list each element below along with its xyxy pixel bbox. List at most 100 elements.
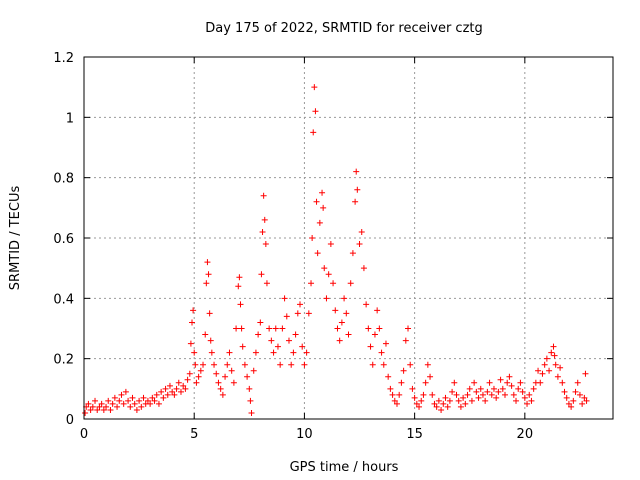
data-point bbox=[320, 204, 327, 211]
data-point bbox=[184, 376, 191, 383]
data-point bbox=[501, 391, 508, 398]
data-point bbox=[262, 241, 269, 248]
data-point bbox=[495, 388, 502, 395]
data-point bbox=[471, 379, 478, 386]
data-point bbox=[548, 349, 555, 356]
data-point bbox=[151, 397, 158, 404]
data-point bbox=[444, 403, 451, 410]
data-point bbox=[120, 400, 127, 407]
data-point bbox=[376, 325, 383, 332]
data-point bbox=[490, 385, 497, 392]
data-point bbox=[420, 391, 427, 398]
data-point bbox=[572, 388, 579, 395]
y-tick-label: 1 bbox=[66, 111, 74, 126]
data-point bbox=[125, 397, 132, 404]
data-point bbox=[192, 361, 199, 368]
data-point bbox=[127, 403, 134, 410]
data-point bbox=[122, 388, 129, 395]
data-point bbox=[82, 409, 89, 416]
data-point bbox=[208, 349, 215, 356]
data-point bbox=[570, 397, 577, 404]
data-point bbox=[565, 400, 572, 407]
data-point bbox=[133, 406, 140, 413]
data-point bbox=[260, 192, 267, 199]
data-point bbox=[416, 403, 423, 410]
data-point bbox=[387, 385, 394, 392]
data-point bbox=[504, 379, 511, 386]
data-point bbox=[517, 379, 524, 386]
data-point bbox=[380, 361, 387, 368]
data-point bbox=[215, 379, 222, 386]
data-point bbox=[435, 397, 442, 404]
data-point bbox=[321, 265, 328, 272]
data-point bbox=[347, 280, 354, 287]
data-point bbox=[526, 391, 533, 398]
data-point bbox=[508, 382, 515, 389]
data-point bbox=[563, 394, 570, 401]
data-point bbox=[309, 235, 316, 241]
data-point bbox=[374, 307, 381, 314]
data-point bbox=[429, 391, 436, 398]
data-point bbox=[449, 388, 456, 395]
data-point bbox=[190, 307, 197, 314]
data-point bbox=[171, 391, 178, 398]
data-point bbox=[166, 382, 173, 389]
data-point bbox=[285, 337, 292, 344]
data-point bbox=[180, 382, 187, 389]
data-point bbox=[98, 400, 105, 407]
data-point bbox=[173, 385, 180, 392]
data-point bbox=[398, 379, 405, 386]
data-point bbox=[255, 331, 262, 338]
data-point bbox=[236, 274, 243, 281]
data-point bbox=[521, 394, 528, 401]
data-point bbox=[554, 373, 561, 380]
data-point bbox=[103, 403, 110, 410]
data-point bbox=[257, 319, 264, 326]
data-point bbox=[111, 394, 118, 401]
data-point bbox=[140, 394, 147, 401]
data-point bbox=[310, 129, 317, 136]
data-point bbox=[482, 397, 489, 404]
data-point bbox=[552, 361, 559, 368]
data-point bbox=[211, 361, 218, 368]
data-point bbox=[129, 394, 136, 401]
data-point bbox=[371, 331, 378, 338]
data-point bbox=[259, 228, 266, 235]
data-point bbox=[266, 325, 273, 332]
data-point bbox=[332, 307, 339, 314]
data-point bbox=[568, 403, 575, 410]
data-point bbox=[202, 331, 209, 338]
data-point bbox=[248, 409, 255, 416]
data-point bbox=[360, 265, 367, 272]
data-point bbox=[144, 397, 151, 404]
data-point bbox=[138, 403, 145, 410]
data-point bbox=[382, 340, 389, 347]
data-point bbox=[308, 280, 315, 287]
data-point bbox=[114, 403, 121, 410]
data-point bbox=[427, 373, 434, 380]
data-point bbox=[263, 280, 270, 287]
data-point bbox=[92, 397, 99, 404]
plot-frame bbox=[83, 56, 614, 420]
y-axis-label: SRMTID / TECUs bbox=[8, 186, 23, 291]
data-point bbox=[303, 349, 310, 356]
data-point bbox=[155, 400, 162, 407]
data-point bbox=[510, 391, 517, 398]
data-point bbox=[191, 349, 198, 356]
data-point bbox=[453, 391, 460, 398]
data-point bbox=[233, 325, 240, 332]
data-point bbox=[205, 271, 212, 278]
data-point bbox=[270, 349, 277, 356]
data-point bbox=[281, 295, 288, 302]
data-point bbox=[272, 325, 279, 332]
data-point bbox=[206, 310, 213, 317]
data-point bbox=[393, 400, 400, 407]
data-point bbox=[197, 367, 204, 374]
y-tick-label: 0 bbox=[66, 413, 74, 428]
data-point bbox=[258, 271, 265, 278]
data-point bbox=[131, 400, 138, 407]
data-point bbox=[468, 397, 475, 404]
data-point bbox=[407, 361, 414, 368]
data-point bbox=[226, 349, 233, 356]
